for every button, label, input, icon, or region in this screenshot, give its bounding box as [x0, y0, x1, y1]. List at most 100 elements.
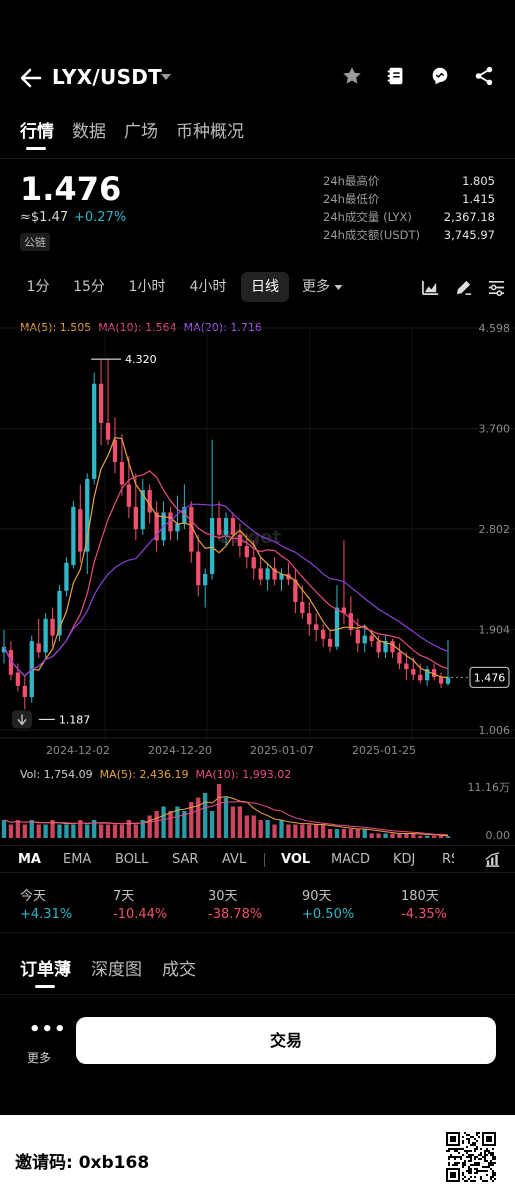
volume-bar [327, 829, 333, 838]
interval-1m[interactable]: 1分 [26, 279, 50, 295]
indicator-macd[interactable]: MACD [331, 852, 370, 867]
notes-icon[interactable] [385, 65, 407, 87]
candle-body [50, 618, 55, 636]
qr-module [486, 1154, 488, 1156]
interval-1h[interactable]: 1小时 [128, 279, 166, 295]
last-price-label: 1.476 [474, 671, 506, 684]
candle-body [244, 546, 249, 558]
volume-bar [105, 824, 111, 838]
volume-bar [168, 811, 173, 838]
more-label[interactable]: 更多 [27, 1051, 52, 1065]
candle-body [8, 650, 14, 675]
tab-orderbook[interactable]: 订单薄 [20, 960, 71, 980]
candle-body [119, 462, 125, 485]
volume-value: Vol: 1,754.09 [20, 768, 93, 781]
qr-module [476, 1148, 478, 1150]
volume-bar [314, 824, 319, 838]
pair-title[interactable]: LYX/USDT [52, 65, 163, 89]
back-arrow-icon[interactable] [18, 65, 44, 91]
tab-square[interactable]: 广场 [124, 122, 158, 142]
divider [0, 932, 515, 933]
qr-module [484, 1166, 486, 1168]
indicator-boll[interactable]: BOLL [115, 852, 149, 867]
interval-15m[interactable]: 15分 [73, 279, 105, 295]
tab-data[interactable]: 数据 [72, 122, 106, 142]
volume-bar [216, 784, 222, 838]
qr-module [490, 1162, 492, 1164]
interval-4h[interactable]: 4小时 [189, 279, 227, 295]
candle-body [43, 618, 48, 653]
indicator-ema[interactable]: EMA [63, 852, 92, 867]
qr-module [486, 1170, 488, 1172]
candle-body [147, 490, 152, 513]
qr-module [478, 1136, 480, 1138]
chart-type-icon[interactable] [421, 278, 440, 297]
qr-module [490, 1154, 492, 1156]
candle-body [133, 506, 138, 530]
volume-bar [445, 836, 451, 838]
star-icon[interactable] [341, 65, 363, 87]
candle-body [307, 613, 312, 625]
indicator-rsi[interactable]: RSI [442, 852, 454, 867]
perf-value: -38.78% [208, 907, 263, 922]
chart-settings-icon[interactable] [487, 278, 506, 297]
tab-coin-overview[interactable]: 币种概况 [176, 122, 244, 142]
volume-bar [71, 824, 76, 838]
chat-icon[interactable] [429, 65, 451, 87]
qr-module [488, 1166, 490, 1168]
volume-bar [425, 835, 430, 838]
interval-1d[interactable]: 日线 [241, 272, 289, 302]
candle-body [376, 641, 381, 653]
qr-module [448, 1156, 450, 1158]
qr-module [462, 1178, 464, 1180]
perf-value: +0.50% [302, 907, 355, 922]
volume-bar [348, 829, 354, 838]
volume-bar [209, 811, 215, 838]
chain-badge[interactable]: 公链 [20, 233, 50, 251]
tab-depth[interactable]: 深度图 [91, 960, 142, 980]
candle-body [140, 490, 145, 530]
indicator-vol[interactable]: VOL [281, 852, 311, 867]
tab-trades[interactable]: 成交 [162, 960, 196, 980]
qr-module [484, 1170, 486, 1172]
qr-module [486, 1166, 488, 1168]
top-bar: LYX/USDT [0, 55, 515, 103]
qr-module [494, 1158, 496, 1160]
volume-chart[interactable]: 11.16万 0.00 [0, 762, 515, 842]
qr-module [474, 1144, 476, 1146]
draw-pencil-icon[interactable] [454, 278, 473, 297]
tab-underline [26, 147, 46, 150]
indicator-kdj[interactable]: KDJ [393, 852, 416, 867]
more-dots-icon[interactable]: ••• [29, 1019, 67, 1040]
invite-footer: 邀请码: 0xb168 [0, 1115, 515, 1200]
qr-module [468, 1134, 470, 1136]
candle-body [92, 383, 97, 479]
indicator-settings-icon[interactable] [484, 851, 501, 868]
candle-body [355, 629, 360, 644]
perf-today: 今天 +4.31% [20, 885, 72, 922]
chevron-down-icon[interactable] [160, 72, 172, 82]
qr-module [450, 1148, 452, 1150]
qr-module [466, 1170, 468, 1172]
trade-button[interactable]: 交易 [76, 1017, 496, 1064]
qr-module [474, 1162, 476, 1164]
qr-module [478, 1158, 480, 1160]
indicator-avl[interactable]: AVL [222, 852, 247, 867]
candlestick-chart[interactable]: 4.598 3.700 2.802 1.904 1.006 2024-12-02 2024-… [0, 310, 515, 762]
qr-module [476, 1168, 478, 1170]
volume-bar [244, 815, 249, 838]
volume-bar [272, 824, 277, 838]
qr-module [468, 1138, 470, 1140]
perf-30d: 30天 -38.78% [208, 885, 262, 922]
y-tick-label: 2.802 [479, 523, 511, 536]
tab-market[interactable]: 行情 [20, 122, 54, 142]
interval-more[interactable]: 更多 [302, 279, 330, 295]
divider [0, 994, 515, 995]
indicator-ma[interactable]: MA [18, 852, 41, 867]
indicator-sar[interactable]: SAR [172, 852, 199, 867]
qr-module [488, 1164, 490, 1166]
ma5-line [3, 436, 449, 679]
qr-module [474, 1150, 476, 1152]
volume-bar [161, 806, 166, 838]
share-icon[interactable] [473, 65, 495, 87]
